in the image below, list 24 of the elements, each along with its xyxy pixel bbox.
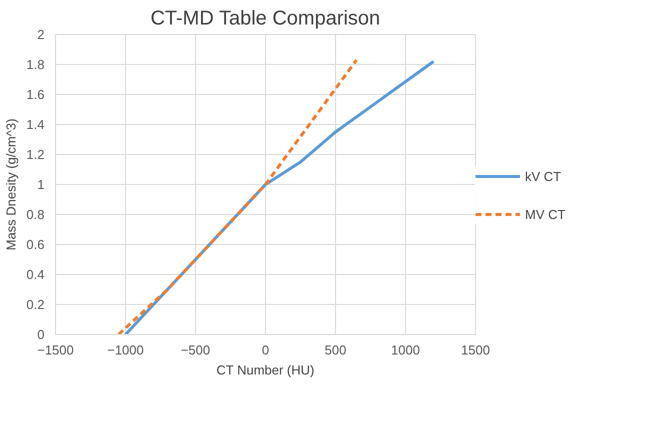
y-axis-title: Mass Dnesity (g/cm^3) [3,118,18,250]
x-axis-title: CT Number (HU) [216,362,314,378]
y-tick-label: 0.8 [26,207,45,222]
x-tick-label: −1500 [37,342,74,358]
x-tick-label: −1000 [107,342,144,358]
y-tick-label: 2 [37,27,45,42]
x-tick-label: 1000 [391,342,420,358]
y-tick-label: 0.4 [26,267,45,282]
y-tick-label: 0.2 [26,297,45,312]
y-tick-label: 1.2 [26,147,45,162]
x-tick-label: 0 [262,342,270,358]
x-tick-label: 500 [324,342,346,358]
chart-title: CT-MD Table Comparison [150,8,380,30]
legend-label: kV CT [525,168,562,184]
y-tick-label: 0 [37,327,45,342]
y-tick-label: 0.6 [26,237,45,252]
y-tick-label: 1.4 [26,117,45,132]
line-series [117,58,358,334]
y-tick-label: 1.6 [26,87,45,102]
x-tick-label: −500 [180,342,210,358]
x-tick-label: 1500 [461,342,490,358]
y-tick-label: 1.8 [26,57,45,72]
y-tick-label: 1 [37,177,45,192]
legend-label: MV CT [525,206,566,222]
